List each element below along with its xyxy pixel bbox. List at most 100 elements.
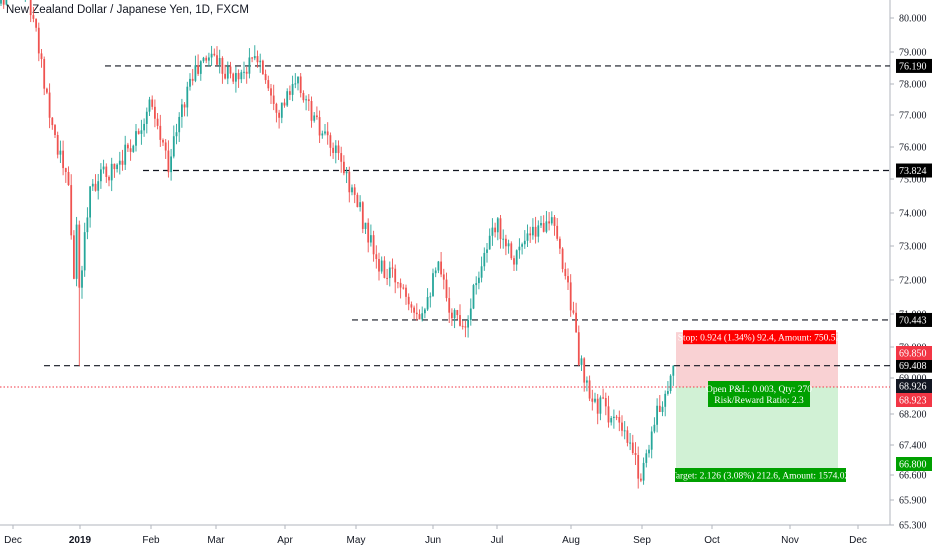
x-tick-label: 2019 bbox=[69, 535, 92, 546]
candle-body bbox=[175, 132, 178, 137]
x-tick-label: Sep bbox=[633, 535, 651, 546]
candle-body bbox=[62, 150, 64, 169]
candle-body bbox=[394, 268, 397, 283]
candle-body bbox=[170, 156, 172, 173]
candle-body bbox=[262, 60, 264, 74]
candle-body bbox=[159, 125, 162, 140]
candle-body bbox=[167, 150, 170, 173]
candle-body bbox=[580, 358, 583, 365]
candle-body bbox=[237, 73, 240, 80]
candle-body bbox=[329, 135, 332, 148]
candle-body bbox=[488, 235, 491, 250]
candle-body bbox=[410, 304, 413, 308]
y-tick-label: 68.200 bbox=[899, 410, 927, 421]
candle-body bbox=[181, 104, 183, 117]
candle-body bbox=[240, 72, 243, 80]
candle-body bbox=[667, 391, 669, 394]
candle-body bbox=[70, 185, 73, 236]
candle-body bbox=[553, 217, 556, 226]
level-tag-box bbox=[896, 58, 932, 73]
candle-body bbox=[413, 307, 415, 313]
candle-body bbox=[591, 398, 594, 402]
candle-body bbox=[542, 223, 545, 232]
candle-body bbox=[178, 116, 181, 133]
candle-body bbox=[64, 168, 67, 173]
candle-body bbox=[626, 430, 629, 443]
y-tick-label: 79.000 bbox=[899, 48, 927, 59]
candle-body bbox=[226, 66, 229, 79]
y-tick-label: 73.000 bbox=[899, 242, 927, 253]
candle-body bbox=[499, 218, 502, 240]
candle-body bbox=[529, 233, 532, 236]
candle-body bbox=[653, 424, 656, 432]
candle-body bbox=[73, 235, 75, 279]
candle-body bbox=[116, 164, 118, 170]
candle-body bbox=[224, 73, 226, 79]
candle-body bbox=[588, 380, 591, 399]
target-label-box bbox=[675, 468, 846, 482]
candle-body bbox=[135, 131, 137, 146]
candle-body bbox=[183, 104, 186, 108]
candle-body bbox=[567, 276, 569, 283]
candle-body bbox=[618, 417, 621, 423]
chart-title: New Zealand Dollar / Japanese Yen, 1D, F… bbox=[6, 4, 249, 16]
candle-body bbox=[332, 147, 334, 153]
candle-body bbox=[270, 88, 272, 96]
candle-body bbox=[232, 73, 235, 82]
candle-body bbox=[321, 133, 324, 136]
candle-body bbox=[35, 18, 37, 28]
candle-body bbox=[634, 453, 637, 456]
candle-body bbox=[199, 61, 202, 74]
x-tick-label: Dec bbox=[4, 535, 22, 546]
candle-body bbox=[415, 312, 418, 315]
candle-body bbox=[629, 442, 631, 444]
candle-body bbox=[545, 221, 548, 232]
candle-body bbox=[459, 315, 461, 326]
candle-body bbox=[672, 365, 675, 376]
pnl-label-box bbox=[708, 381, 810, 407]
candle-body bbox=[189, 78, 191, 87]
candle-body bbox=[397, 282, 399, 284]
candle-body bbox=[283, 102, 286, 106]
candle-body bbox=[105, 166, 108, 177]
candle-body bbox=[280, 102, 283, 118]
candle-body bbox=[502, 238, 505, 240]
candle-body bbox=[164, 142, 167, 151]
candle-body bbox=[132, 145, 135, 152]
candle-body bbox=[521, 244, 523, 247]
candle-body bbox=[316, 115, 318, 118]
candle-body bbox=[278, 112, 280, 118]
candle-body bbox=[91, 183, 94, 187]
candle-body bbox=[2, 0, 5, 5]
candle-body bbox=[29, 0, 32, 16]
candle-body bbox=[494, 227, 496, 233]
candle-body bbox=[383, 260, 386, 278]
candle-body bbox=[440, 261, 442, 275]
y-tick-label: 74.000 bbox=[899, 209, 927, 220]
level-tag: 73.824 bbox=[899, 166, 927, 177]
candle-body bbox=[43, 59, 46, 89]
price-tag: 69.850 bbox=[899, 349, 927, 360]
candle-body bbox=[434, 270, 437, 274]
candle-body bbox=[46, 88, 48, 93]
candle-body bbox=[569, 282, 572, 311]
candle-body bbox=[661, 406, 664, 413]
candle-body bbox=[496, 218, 499, 233]
x-tick-label: May bbox=[347, 535, 366, 546]
candle-body bbox=[172, 136, 175, 157]
price-tag-box bbox=[896, 379, 932, 393]
candle-body bbox=[110, 163, 113, 181]
level-tag: 76.190 bbox=[899, 61, 927, 72]
candle-body bbox=[599, 397, 602, 414]
candle-body bbox=[664, 393, 667, 407]
candle-body bbox=[145, 111, 148, 124]
risk-reward-label: Risk/Reward Ratio: 2.3 bbox=[714, 396, 804, 406]
candle-body bbox=[289, 91, 291, 95]
candle-body bbox=[313, 115, 316, 121]
candle-body bbox=[83, 232, 86, 271]
candle-body bbox=[208, 57, 210, 61]
candle-body bbox=[32, 15, 35, 19]
candle-body bbox=[113, 163, 116, 170]
candle-body bbox=[658, 405, 661, 413]
